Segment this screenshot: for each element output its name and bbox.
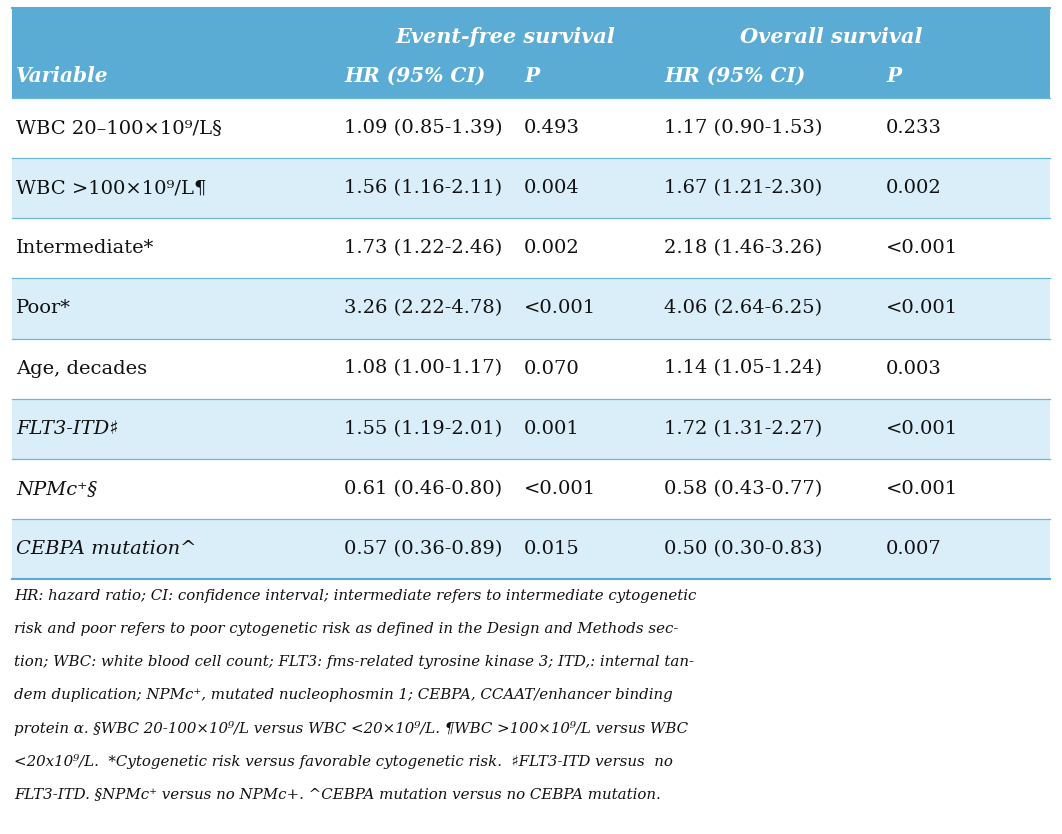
Text: HR (95% CI): HR (95% CI) bbox=[344, 66, 485, 86]
Bar bbox=[12, 8, 1050, 98]
Text: <0.001: <0.001 bbox=[886, 420, 958, 438]
Bar bbox=[12, 219, 1050, 279]
Text: <0.001: <0.001 bbox=[886, 299, 958, 318]
Text: CEBPA mutation^: CEBPA mutation^ bbox=[16, 540, 196, 558]
Bar bbox=[12, 339, 1050, 399]
Text: HR (95% CI): HR (95% CI) bbox=[664, 66, 805, 86]
Text: Intermediate*: Intermediate* bbox=[16, 239, 154, 258]
Text: 0.002: 0.002 bbox=[524, 239, 580, 258]
Text: FLT3-ITD. §NPMc⁺ versus no NPMc+. ^CEBPA mutation versus no CEBPA mutation.: FLT3-ITD. §NPMc⁺ versus no NPMc+. ^CEBPA… bbox=[14, 787, 661, 801]
Text: <0.001: <0.001 bbox=[524, 480, 596, 498]
Text: WBC 20–100×10⁹/L§: WBC 20–100×10⁹/L§ bbox=[16, 119, 222, 137]
Text: 0.50 (0.30-0.83): 0.50 (0.30-0.83) bbox=[664, 540, 822, 558]
Text: 0.070: 0.070 bbox=[524, 359, 580, 378]
Text: 0.57 (0.36-0.89): 0.57 (0.36-0.89) bbox=[344, 540, 502, 558]
Text: 2.18 (1.46-3.26): 2.18 (1.46-3.26) bbox=[664, 239, 822, 258]
Text: 0.493: 0.493 bbox=[524, 119, 580, 137]
Text: 1.56 (1.16-2.11): 1.56 (1.16-2.11) bbox=[344, 179, 502, 197]
Bar bbox=[12, 98, 1050, 158]
Text: Variable: Variable bbox=[16, 66, 108, 86]
Text: 1.14 (1.05-1.24): 1.14 (1.05-1.24) bbox=[664, 359, 822, 378]
Text: risk and poor refers to poor cytogenetic risk as defined in the Design and Metho: risk and poor refers to poor cytogenetic… bbox=[14, 622, 679, 636]
Text: 3.26 (2.22-4.78): 3.26 (2.22-4.78) bbox=[344, 299, 502, 318]
Text: 0.004: 0.004 bbox=[524, 179, 580, 197]
Text: 1.09 (0.85-1.39): 1.09 (0.85-1.39) bbox=[344, 119, 502, 137]
Text: 0.007: 0.007 bbox=[886, 540, 942, 558]
Text: WBC >100×10⁹/L¶: WBC >100×10⁹/L¶ bbox=[16, 179, 206, 197]
Text: <20x10⁹/L.  *Cytogenetic risk versus favorable cytogenetic risk.  ♯FLT3-ITD vers: <20x10⁹/L. *Cytogenetic risk versus favo… bbox=[14, 754, 673, 769]
Text: 0.002: 0.002 bbox=[886, 179, 942, 197]
Text: FLT3-ITD♯: FLT3-ITD♯ bbox=[16, 420, 119, 438]
Text: 1.17 (0.90-1.53): 1.17 (0.90-1.53) bbox=[664, 119, 822, 137]
Text: Age, decades: Age, decades bbox=[16, 359, 148, 378]
Text: 1.73 (1.22-2.46): 1.73 (1.22-2.46) bbox=[344, 239, 502, 258]
Text: P: P bbox=[524, 66, 539, 86]
Text: 0.61 (0.46-0.80): 0.61 (0.46-0.80) bbox=[344, 480, 502, 498]
Text: 0.015: 0.015 bbox=[524, 540, 580, 558]
Text: <0.001: <0.001 bbox=[886, 480, 958, 498]
Bar bbox=[12, 519, 1050, 579]
Text: <0.001: <0.001 bbox=[886, 239, 958, 258]
Text: <0.001: <0.001 bbox=[524, 299, 596, 318]
Text: 0.233: 0.233 bbox=[886, 119, 942, 137]
Text: P: P bbox=[886, 66, 902, 86]
Bar bbox=[12, 158, 1050, 219]
Text: 1.72 (1.31-2.27): 1.72 (1.31-2.27) bbox=[664, 420, 822, 438]
Text: 0.003: 0.003 bbox=[886, 359, 942, 378]
Text: 4.06 (2.64-6.25): 4.06 (2.64-6.25) bbox=[664, 299, 822, 318]
Bar bbox=[12, 279, 1050, 339]
Text: Overall survival: Overall survival bbox=[740, 27, 922, 47]
Text: 0.001: 0.001 bbox=[524, 420, 580, 438]
Text: HR: hazard ratio; CI: confidence interval; intermediate refers to intermediate c: HR: hazard ratio; CI: confidence interva… bbox=[14, 589, 697, 603]
Text: dem duplication; NPMc⁺, mutated nucleophosmin 1; CEBPA, CCAAT/enhancer binding: dem duplication; NPMc⁺, mutated nucleoph… bbox=[14, 688, 672, 702]
Text: Event-free survival: Event-free survival bbox=[395, 27, 615, 47]
Text: NPMc⁺§: NPMc⁺§ bbox=[16, 480, 97, 498]
Text: 1.08 (1.00-1.17): 1.08 (1.00-1.17) bbox=[344, 359, 502, 378]
Text: tion; WBC: white blood cell count; FLT3: fms-related tyrosine kinase 3; ITD,: in: tion; WBC: white blood cell count; FLT3:… bbox=[14, 655, 695, 669]
Text: 1.67 (1.21-2.30): 1.67 (1.21-2.30) bbox=[664, 179, 822, 197]
Bar bbox=[12, 459, 1050, 519]
Text: 0.58 (0.43-0.77): 0.58 (0.43-0.77) bbox=[664, 480, 822, 498]
Bar bbox=[12, 399, 1050, 459]
Text: 1.55 (1.19-2.01): 1.55 (1.19-2.01) bbox=[344, 420, 502, 438]
Text: Poor*: Poor* bbox=[16, 299, 71, 318]
Text: protein α. §WBC 20-100×10⁹/L versus WBC <20×10⁹/L. ¶WBC >100×10⁹/L versus WBC: protein α. §WBC 20-100×10⁹/L versus WBC … bbox=[14, 721, 688, 736]
